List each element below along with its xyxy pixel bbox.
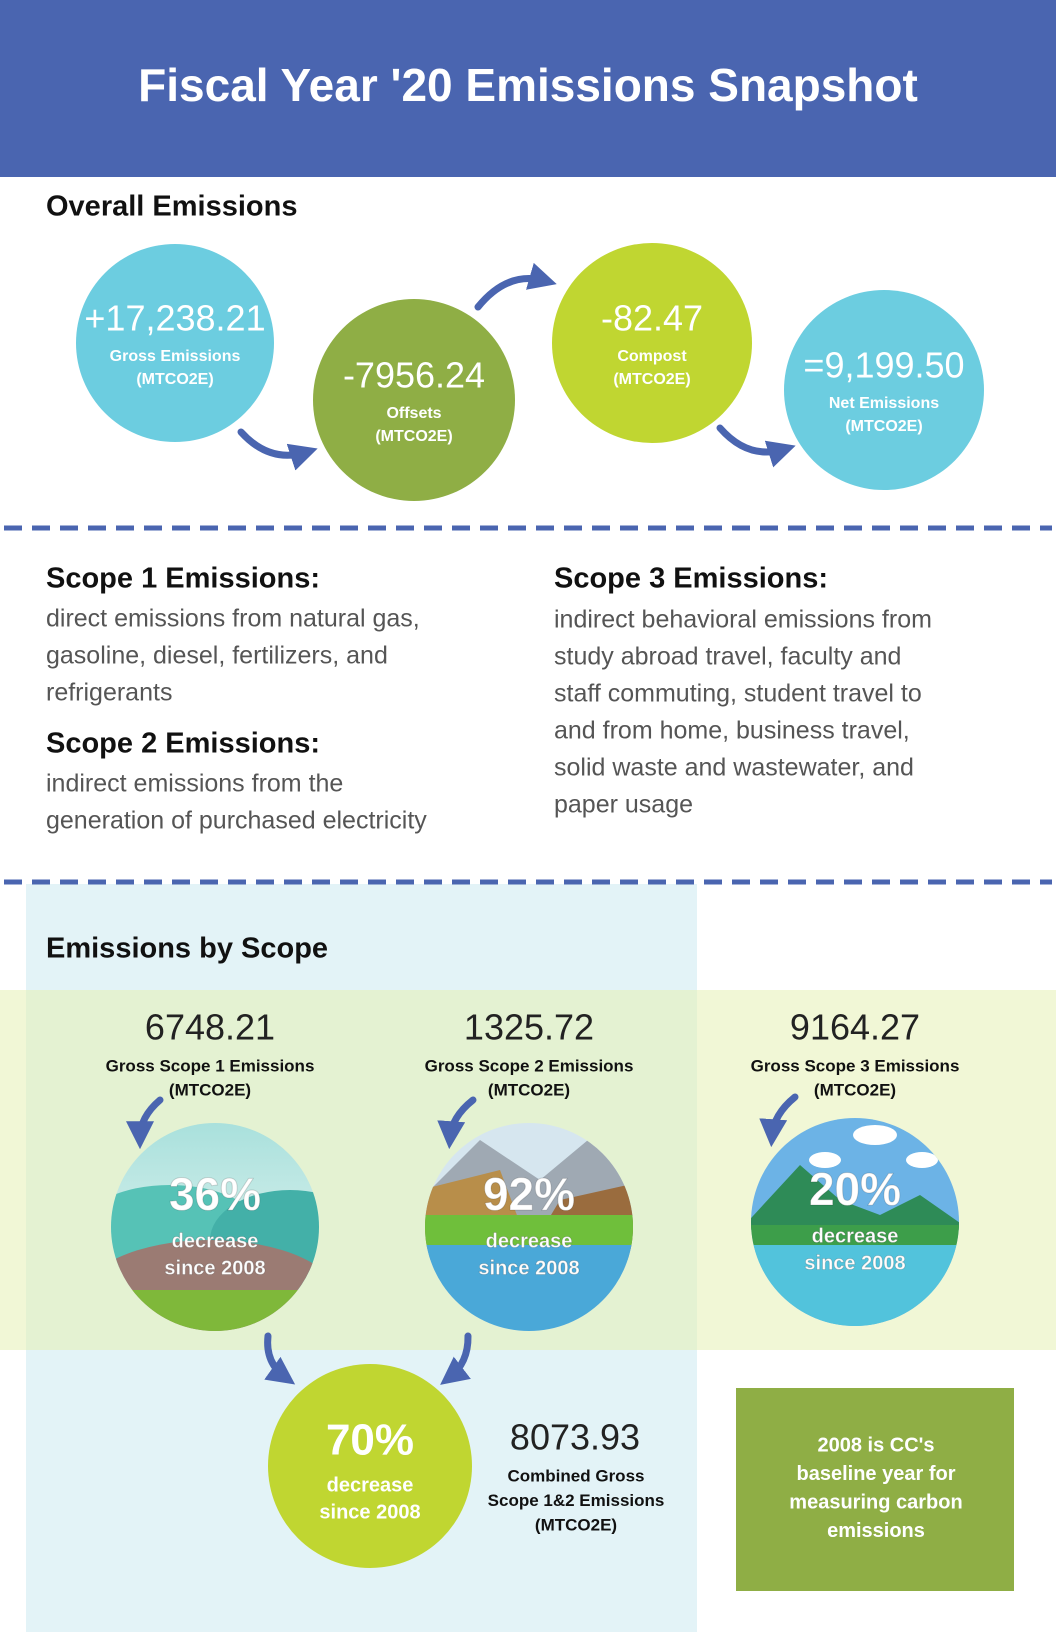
- note-text: measuring carbon: [789, 1491, 962, 1513]
- landscape: [425, 1123, 633, 1331]
- definition-text: study abroad travel, faculty and: [554, 643, 901, 671]
- header-band: [0, 0, 1056, 177]
- scope-unit: (MTCO2E): [169, 1080, 251, 1099]
- scope-change: decrease: [812, 1225, 899, 1247]
- note-text: baseline year for: [797, 1463, 956, 1485]
- emission-value: =9,199.50: [803, 345, 964, 386]
- definition-text: indirect behavioral emissions from: [554, 606, 932, 634]
- emission-unit: (MTCO2E): [375, 428, 452, 445]
- scope-since: since 2008: [478, 1257, 579, 1279]
- emission-circle: [313, 299, 515, 501]
- scope-value: 6748.21: [145, 1007, 275, 1048]
- combined-since: since 2008: [319, 1501, 420, 1523]
- scope-value: 9164.27: [790, 1007, 920, 1048]
- arrow: [474, 262, 557, 311]
- definition-title: Scope 2 Emissions:: [46, 728, 320, 760]
- combined-value: 8073.93: [510, 1417, 640, 1458]
- scope-change: decrease: [172, 1230, 259, 1252]
- scope-since: since 2008: [804, 1252, 905, 1274]
- arrow: [237, 428, 318, 471]
- section-title: Emissions by Scope: [46, 933, 328, 965]
- combined-label: (MTCO2E): [535, 1515, 617, 1534]
- definition-text: generation of purchased electricity: [46, 807, 427, 835]
- scope-label: Gross Scope 1 Emissions: [106, 1056, 315, 1075]
- arrow: [437, 1096, 477, 1150]
- emission-value: -82.47: [601, 298, 703, 339]
- arrow: [126, 1096, 164, 1150]
- definition-text: gasoline, diesel, fertilizers, and: [46, 642, 388, 670]
- emission-label: Compost: [617, 348, 687, 365]
- scope-since: since 2008: [164, 1257, 265, 1279]
- combined-label: Combined Gross: [508, 1466, 645, 1485]
- arrow: [440, 1332, 472, 1385]
- emission-label: Gross Emissions: [110, 348, 241, 365]
- scope-value: 1325.72: [464, 1007, 594, 1048]
- definition-title: Scope 3 Emissions:: [554, 563, 828, 595]
- scope-percent: 36%: [169, 1168, 261, 1220]
- scope-label: Gross Scope 3 Emissions: [751, 1056, 960, 1075]
- scope-percent: 20%: [809, 1163, 901, 1215]
- page-title: Fiscal Year '20 Emissions Snapshot: [138, 59, 918, 111]
- definition-text: refrigerants: [46, 679, 172, 707]
- definition-text: staff commuting, student travel to: [554, 680, 922, 708]
- scope-unit: (MTCO2E): [488, 1080, 570, 1099]
- definition-text: solid waste and wastewater, and: [554, 754, 914, 782]
- scope-unit: (MTCO2E): [814, 1080, 896, 1099]
- scope-percent: 92%: [483, 1168, 575, 1220]
- combined-circle: [268, 1364, 472, 1568]
- definition-title: Scope 1 Emissions:: [46, 563, 320, 595]
- emission-unit: (MTCO2E): [845, 418, 922, 435]
- emission-label: Net Emissions: [829, 395, 939, 412]
- definition-text: indirect emissions from the: [46, 770, 343, 798]
- emission-circle: [552, 243, 752, 443]
- combined-label: Scope 1&2 Emissions: [488, 1491, 665, 1510]
- emission-unit: (MTCO2E): [136, 371, 213, 388]
- note-text: emissions: [827, 1520, 925, 1542]
- arrow: [264, 1332, 296, 1385]
- definition-text: paper usage: [554, 791, 693, 819]
- definition-text: direct emissions from natural gas,: [46, 605, 420, 633]
- arrow: [716, 424, 796, 468]
- note-text: 2008 is CC's: [817, 1434, 934, 1456]
- emission-circle: [76, 244, 274, 442]
- combined-percent: 70%: [326, 1416, 414, 1465]
- definition-text: and from home, business travel,: [554, 717, 910, 745]
- emission-value: -7956.24: [343, 355, 485, 396]
- combined-change: decrease: [327, 1474, 414, 1496]
- emission-label: Offsets: [386, 405, 441, 422]
- emission-circle: [784, 290, 984, 490]
- arrow: [759, 1093, 799, 1148]
- emission-value: +17,238.21: [84, 298, 265, 339]
- emission-unit: (MTCO2E): [613, 371, 690, 388]
- scope-label: Gross Scope 2 Emissions: [425, 1056, 634, 1075]
- note-box: [736, 1388, 1014, 1591]
- section-title: Overall Emissions: [46, 191, 297, 223]
- scope-change: decrease: [486, 1230, 573, 1252]
